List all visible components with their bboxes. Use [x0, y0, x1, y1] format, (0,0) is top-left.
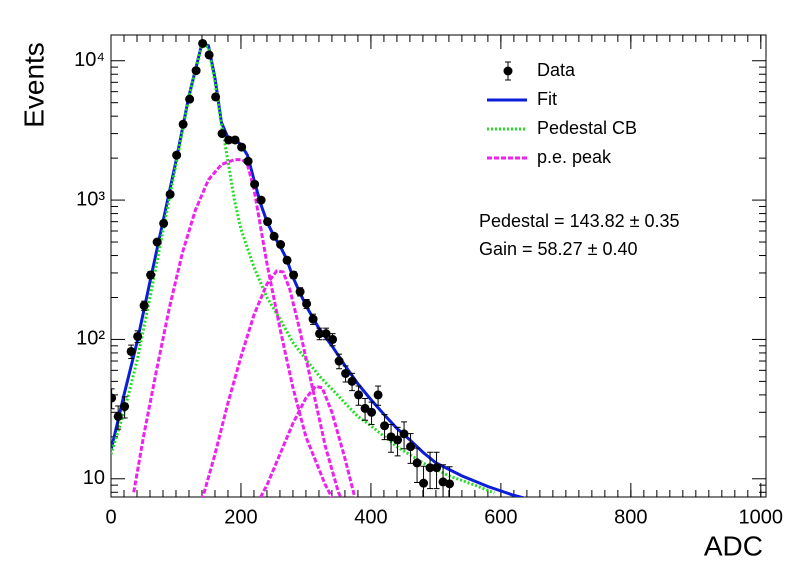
data-point — [172, 150, 182, 160]
annotation: Gain = 58.27 ± 0.40 — [479, 239, 638, 259]
data-point — [360, 403, 370, 413]
data-point — [432, 463, 442, 473]
y-tick-label: 10⁴ — [74, 49, 105, 71]
data-point — [380, 421, 390, 431]
data-point — [406, 442, 416, 452]
data-point — [419, 478, 429, 488]
annotation: Pedestal = 143.82 ± 0.35 — [479, 211, 680, 231]
data-point — [373, 390, 383, 400]
data-point — [347, 376, 357, 386]
legend-label: Data — [537, 60, 576, 80]
data-point — [328, 334, 338, 344]
data-point — [315, 329, 325, 339]
data-point — [302, 299, 312, 309]
data-point — [341, 368, 351, 378]
legend-marker — [503, 66, 513, 76]
data-point — [224, 135, 234, 145]
data-point — [399, 429, 409, 439]
legend-label: Fit — [537, 89, 557, 109]
data-point — [250, 179, 260, 189]
fit-curve — [132, 158, 334, 497]
data-point — [198, 38, 208, 48]
data-point — [289, 270, 299, 280]
data-point — [211, 92, 221, 102]
y-tick-label: 10 — [83, 467, 105, 489]
data-point — [217, 129, 227, 139]
data-point — [269, 231, 279, 241]
data-point — [159, 218, 169, 228]
data-point — [113, 411, 123, 421]
data-point — [256, 195, 266, 205]
data-point — [263, 217, 273, 227]
data-point — [204, 50, 214, 60]
legend-label: p.e. peak — [537, 147, 612, 167]
data-point — [393, 435, 403, 445]
data-point — [185, 94, 195, 104]
data-point — [237, 142, 247, 152]
data-point — [282, 255, 292, 265]
data-point — [191, 66, 201, 76]
x-tick-label: 200 — [224, 506, 257, 528]
y-axis-label: Events — [18, 42, 49, 128]
x-tick-label: 1000 — [739, 506, 784, 528]
fit-curve — [201, 269, 343, 497]
y-tick-label: 10² — [76, 328, 105, 350]
x-tick-label: 600 — [484, 506, 517, 528]
x-tick-label: 800 — [614, 506, 647, 528]
legend-label: Pedestal CB — [537, 118, 637, 138]
data-point — [295, 287, 305, 297]
fit-curve — [258, 384, 357, 497]
data-point — [445, 479, 455, 489]
data-point — [111, 393, 117, 403]
data-point — [425, 463, 435, 473]
data-point — [133, 331, 143, 341]
y-tick-label: 10³ — [76, 188, 105, 210]
data-point — [334, 356, 344, 366]
data-point — [139, 301, 149, 311]
data-point — [367, 407, 377, 417]
x-tick-label: 400 — [354, 506, 387, 528]
data-point — [126, 346, 136, 356]
data-point — [308, 314, 318, 324]
data-point — [152, 237, 162, 247]
data-point — [321, 329, 331, 339]
plot-area — [111, 38, 527, 497]
data-point — [354, 390, 364, 400]
x-tick-label: 0 — [105, 506, 116, 528]
data-point — [165, 189, 175, 199]
data-point — [230, 135, 240, 145]
x-axis-label: ADC — [704, 530, 763, 561]
data-point — [120, 402, 130, 412]
data-point — [276, 240, 286, 250]
data-point — [412, 458, 422, 468]
data-point — [178, 119, 188, 129]
data-point — [243, 156, 253, 166]
data-point — [146, 270, 156, 280]
frame — [110, 34, 767, 498]
